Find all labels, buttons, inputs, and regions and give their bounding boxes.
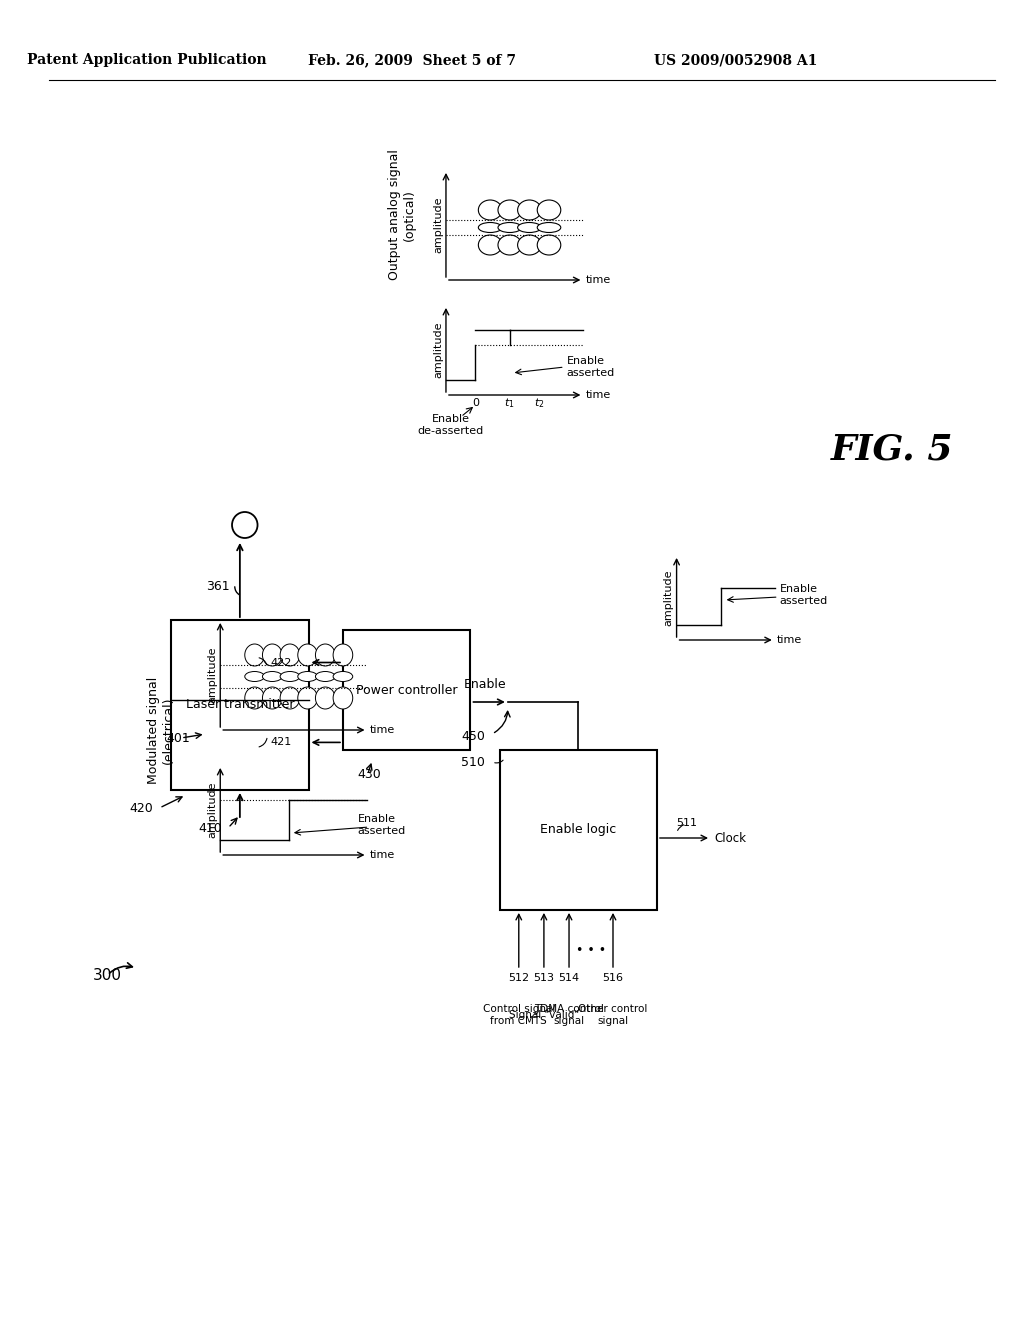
Text: 422: 422 — [270, 657, 292, 668]
Text: 512: 512 — [508, 973, 529, 983]
Text: 430: 430 — [357, 768, 381, 781]
Text: Enable
asserted: Enable asserted — [779, 585, 827, 606]
Text: 450: 450 — [462, 730, 485, 743]
Ellipse shape — [281, 686, 300, 709]
Text: Output analog signal
(optical): Output analog signal (optical) — [388, 149, 416, 280]
Ellipse shape — [315, 672, 335, 681]
Ellipse shape — [517, 235, 541, 255]
Text: Enable
asserted: Enable asserted — [566, 356, 615, 378]
Text: time: time — [776, 635, 802, 645]
Ellipse shape — [517, 223, 541, 232]
Text: TDMA control
signal: TDMA control signal — [535, 1005, 604, 1026]
Text: 421: 421 — [270, 738, 292, 747]
Ellipse shape — [478, 235, 502, 255]
Ellipse shape — [281, 672, 300, 681]
Text: Patent Application Publication: Patent Application Publication — [27, 53, 266, 67]
Text: Feb. 26, 2009  Sheet 5 of 7: Feb. 26, 2009 Sheet 5 of 7 — [307, 53, 516, 67]
Ellipse shape — [315, 686, 335, 709]
Ellipse shape — [298, 686, 317, 709]
Bar — [343, 630, 470, 750]
Ellipse shape — [498, 223, 521, 232]
Text: 300: 300 — [92, 968, 122, 982]
Text: • • •: • • • — [575, 944, 606, 957]
Ellipse shape — [538, 235, 561, 255]
Ellipse shape — [478, 201, 502, 220]
Ellipse shape — [498, 235, 521, 255]
Text: 401: 401 — [166, 731, 190, 744]
Ellipse shape — [281, 644, 300, 667]
Text: 513: 513 — [534, 973, 554, 983]
Ellipse shape — [333, 686, 352, 709]
Text: 516: 516 — [602, 973, 624, 983]
Text: 514: 514 — [558, 973, 580, 983]
Ellipse shape — [298, 672, 317, 681]
Text: time: time — [370, 725, 394, 735]
Text: Clock: Clock — [714, 832, 745, 845]
Text: 410: 410 — [199, 821, 222, 834]
Text: Modulated signal
(electrical): Modulated signal (electrical) — [147, 676, 175, 784]
Text: time: time — [586, 389, 610, 400]
Text: Control signal
from CMTS: Control signal from CMTS — [482, 1005, 555, 1026]
Ellipse shape — [538, 223, 561, 232]
Text: amplitude: amplitude — [433, 197, 443, 253]
Text: Other control
signal: Other control signal — [579, 1005, 648, 1026]
Text: FIG. 5: FIG. 5 — [831, 433, 953, 467]
Text: amplitude: amplitude — [433, 322, 443, 379]
Text: 361: 361 — [207, 581, 230, 594]
Text: Laser transmitter: Laser transmitter — [185, 698, 294, 711]
Ellipse shape — [262, 644, 282, 667]
Ellipse shape — [478, 223, 502, 232]
Ellipse shape — [517, 201, 541, 220]
Ellipse shape — [315, 644, 335, 667]
Text: amplitude: amplitude — [664, 569, 674, 626]
Ellipse shape — [245, 672, 264, 681]
Text: 0: 0 — [472, 399, 479, 408]
Bar — [171, 620, 308, 789]
Text: amplitude: amplitude — [207, 647, 217, 704]
Ellipse shape — [498, 201, 521, 220]
Text: amplitude: amplitude — [207, 781, 217, 838]
Text: $t_2$: $t_2$ — [534, 396, 545, 411]
Bar — [500, 750, 657, 909]
Text: US 2009/0052908 A1: US 2009/0052908 A1 — [653, 53, 817, 67]
Text: 510: 510 — [462, 755, 485, 768]
Text: 420: 420 — [130, 801, 154, 814]
Ellipse shape — [298, 644, 317, 667]
Text: Enable logic: Enable logic — [541, 824, 616, 837]
Ellipse shape — [333, 644, 352, 667]
Ellipse shape — [538, 201, 561, 220]
Text: time: time — [370, 850, 394, 861]
Text: Signal "valid": Signal "valid" — [509, 1010, 579, 1020]
Text: Enable
asserted: Enable asserted — [357, 814, 406, 836]
Ellipse shape — [245, 644, 264, 667]
Text: Enable
de-asserted: Enable de-asserted — [418, 414, 484, 436]
Text: 511: 511 — [676, 818, 697, 828]
Ellipse shape — [245, 686, 264, 709]
Text: $t_1$: $t_1$ — [505, 396, 515, 411]
Ellipse shape — [333, 672, 352, 681]
Text: Power controller: Power controller — [356, 684, 458, 697]
Text: time: time — [586, 275, 610, 285]
Ellipse shape — [262, 686, 282, 709]
Ellipse shape — [262, 672, 282, 681]
Text: Enable: Enable — [464, 677, 507, 690]
